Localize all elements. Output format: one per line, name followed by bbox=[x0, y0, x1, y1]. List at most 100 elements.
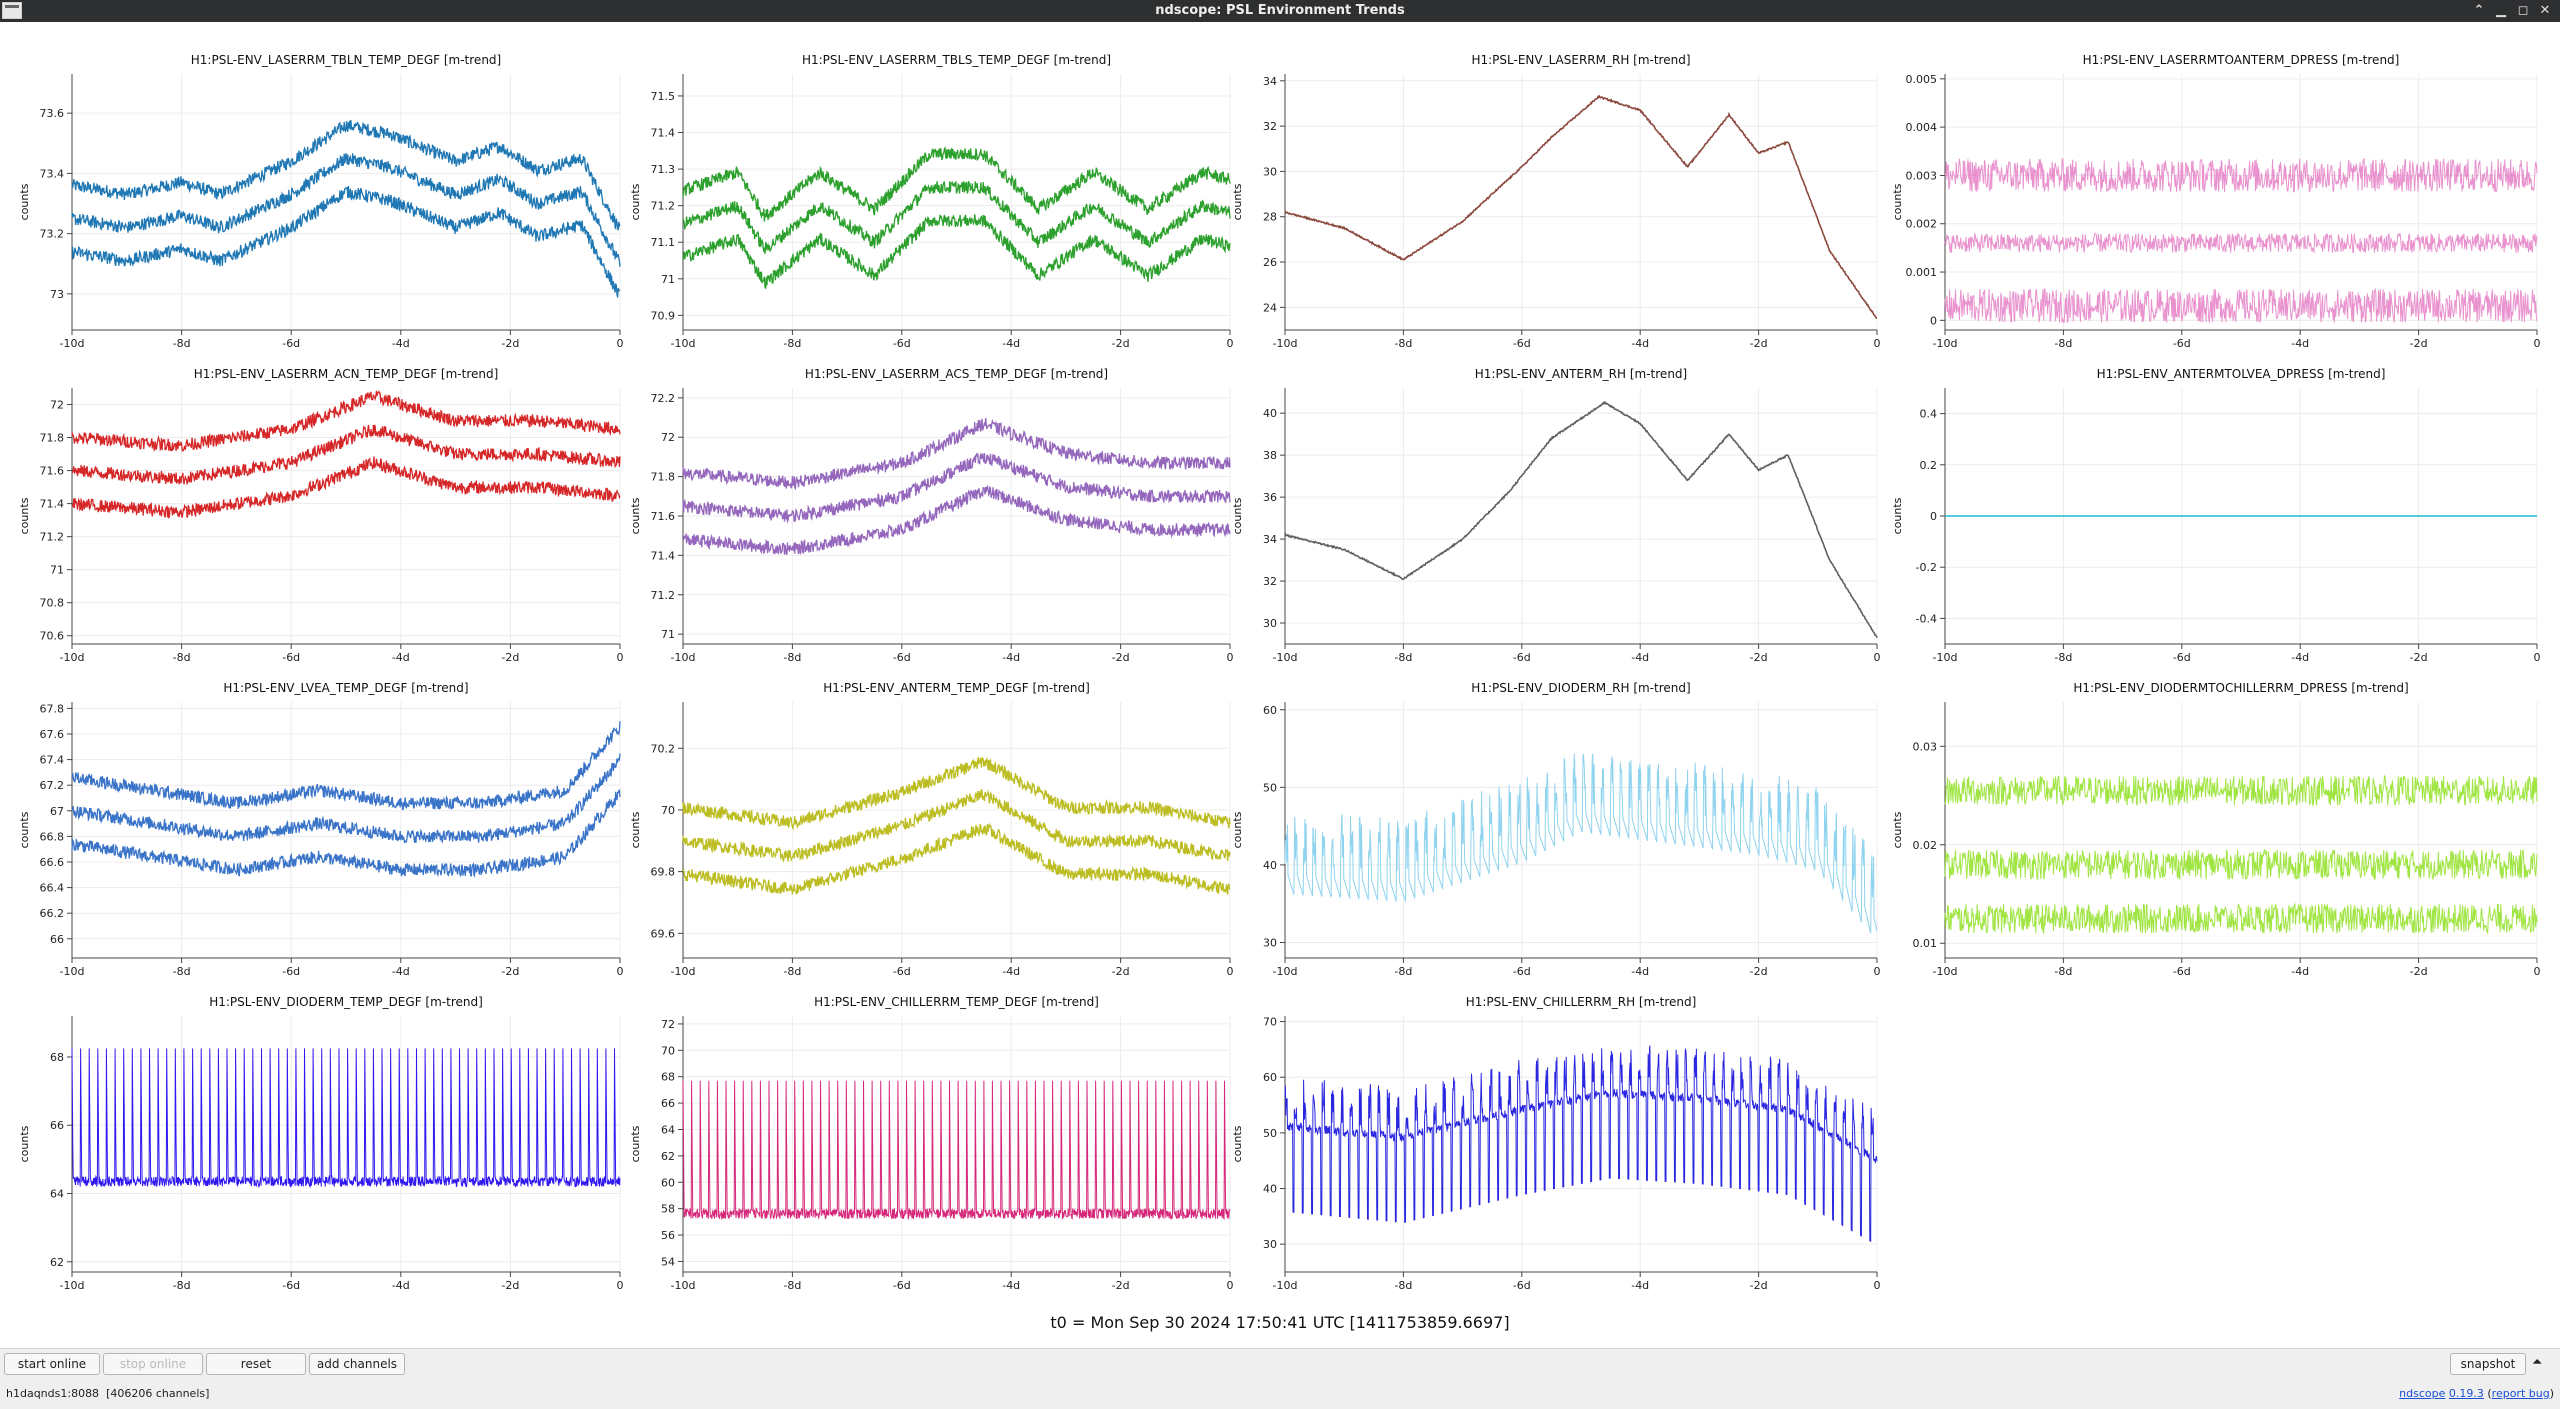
trend-line bbox=[1944, 157, 2538, 193]
data-series bbox=[1284, 753, 1878, 934]
plot-grid[interactable]: H1:PSL-ENV_LASERRM_TBLN_TEMP_DEGF [m-tre… bbox=[0, 22, 2560, 1322]
close-icon[interactable]: ✕ bbox=[2539, 3, 2551, 18]
x-tick-label: -10d bbox=[1933, 965, 1958, 978]
y-axis-label: counts bbox=[18, 1125, 31, 1162]
y-tick-label: 70.9 bbox=[651, 309, 676, 322]
x-tick-label: 0 bbox=[2534, 651, 2541, 664]
y-tick-label: 71.4 bbox=[40, 498, 65, 511]
y-tick-label: 32 bbox=[1263, 120, 1277, 133]
x-tick-label: -4d bbox=[1631, 965, 1649, 978]
y-tick-label: 60 bbox=[1263, 704, 1277, 717]
y-tick-label: 24 bbox=[1263, 301, 1277, 314]
plot-panel[interactable]: H1:PSL-ENV_DIODERM_TEMP_DEGF [m-trend] co… bbox=[18, 995, 624, 1292]
y-tick-label: 0.01 bbox=[1913, 937, 1938, 950]
x-tick-label: -2d bbox=[1750, 651, 1768, 664]
y-tick-label: 69.6 bbox=[651, 927, 676, 940]
plot-panel[interactable]: H1:PSL-ENV_ANTERM_RH [m-trend] counts 30 32… bbox=[1231, 367, 1881, 664]
trend-line bbox=[1944, 287, 2538, 324]
y-tick-label: 72 bbox=[661, 1018, 675, 1031]
y-tick-label: 26 bbox=[1263, 256, 1277, 269]
y-tick-label: 73 bbox=[50, 288, 64, 301]
data-series bbox=[71, 1048, 621, 1189]
plot-panel[interactable]: H1:PSL-ENV_LASERRMTOANTERM_DPRESS [m-tre… bbox=[1891, 53, 2541, 350]
y-tick-label: 40 bbox=[1263, 859, 1277, 872]
y-tick-label: 71.1 bbox=[651, 236, 676, 249]
y-tick-label: 50 bbox=[1263, 781, 1277, 794]
x-tick-label: 0 bbox=[1874, 1279, 1881, 1292]
plot-panel[interactable]: H1:PSL-ENV_DIODERMTOCHILLERRM_DPRESS [m-… bbox=[1891, 681, 2541, 978]
x-tick-label: -8d bbox=[2054, 965, 2072, 978]
y-tick-label: 58 bbox=[661, 1203, 675, 1216]
x-tick-label: -6d bbox=[282, 965, 300, 978]
x-tick-label: -6d bbox=[1513, 651, 1531, 664]
data-series bbox=[71, 390, 621, 519]
y-axis-label: counts bbox=[629, 1125, 642, 1162]
plot-panel[interactable]: H1:PSL-ENV_ANTERMTOLVEA_DPRESS [m-trend]… bbox=[1891, 367, 2541, 664]
x-tick-label: -10d bbox=[60, 651, 85, 664]
y-tick-label: 71.2 bbox=[40, 531, 65, 544]
trend-line bbox=[71, 789, 621, 878]
y-tick-label: 68 bbox=[661, 1071, 675, 1084]
x-tick-label: -8d bbox=[783, 1279, 801, 1292]
version-link[interactable]: 0.19.3 bbox=[2448, 1387, 2484, 1400]
plot-panel[interactable]: H1:PSL-ENV_LASERRM_TBLN_TEMP_DEGF [m-tre… bbox=[18, 53, 624, 350]
y-tick-label: 30 bbox=[1263, 936, 1277, 949]
plot-panel[interactable]: H1:PSL-ENV_LASERRM_ACN_TEMP_DEGF [m-tren… bbox=[18, 367, 624, 664]
plot-panel[interactable]: H1:PSL-ENV_DIODERM_RH [m-trend] counts 30 4… bbox=[1231, 681, 1881, 978]
data-series bbox=[1944, 774, 2538, 935]
y-tick-label: 70 bbox=[1263, 1016, 1277, 1029]
minimize-icon[interactable]: ▁ bbox=[2496, 3, 2506, 18]
x-tick-label: -4d bbox=[1631, 651, 1649, 664]
x-tick-label: 0 bbox=[1227, 1279, 1234, 1292]
x-tick-label: -4d bbox=[392, 965, 410, 978]
maximize-icon[interactable]: ◻ bbox=[2517, 3, 2529, 18]
y-tick-label: 30 bbox=[1263, 165, 1277, 178]
plot-panel[interactable]: H1:PSL-ENV_LASERRM_TBLS_TEMP_DEGF [m-tre… bbox=[629, 53, 1234, 350]
x-tick-label: -6d bbox=[2173, 337, 2191, 350]
chevron-up-icon[interactable]: ⏶ bbox=[2532, 1355, 2543, 1370]
x-tick-label: -8d bbox=[173, 337, 191, 350]
data-series bbox=[682, 756, 1231, 895]
y-tick-label: 73.2 bbox=[40, 228, 65, 241]
window-titlebar: ndscope: PSL Environment Trends ⌃ ▁ ◻ ✕ bbox=[0, 0, 2560, 22]
chevron-up-icon[interactable]: ⌃ bbox=[2473, 3, 2485, 18]
start-online-button[interactable]: start online bbox=[4, 1353, 100, 1375]
reset-button[interactable]: reset bbox=[206, 1353, 306, 1375]
plot-title: H1:PSL-ENV_LASERRM_RH [m-trend] bbox=[1471, 53, 1690, 67]
window-title: ndscope: PSL Environment Trends bbox=[1155, 3, 1405, 18]
plot-panel[interactable]: H1:PSL-ENV_LASERRM_RH [m-trend] counts 24 2… bbox=[1231, 53, 1881, 350]
plot-panel[interactable]: H1:PSL-ENV_CHILLERRM_TEMP_DEGF [m-trend]… bbox=[629, 995, 1234, 1292]
report-bug-link[interactable]: report bug bbox=[2491, 1387, 2550, 1400]
y-tick-label: 64 bbox=[661, 1123, 675, 1136]
plot-panel[interactable]: H1:PSL-ENV_LASERRM_ACS_TEMP_DEGF [m-tren… bbox=[629, 367, 1234, 664]
y-tick-label: 0.003 bbox=[1906, 169, 1938, 182]
trend-line bbox=[71, 120, 621, 231]
app-link[interactable]: ndscope bbox=[2399, 1387, 2446, 1400]
plot-panel[interactable]: H1:PSL-ENV_ANTERM_TEMP_DEGF [m-trend] cou… bbox=[629, 681, 1234, 978]
y-tick-label: 70.2 bbox=[651, 742, 676, 755]
y-tick-label: 72.2 bbox=[651, 392, 676, 405]
x-tick-label: -10d bbox=[671, 337, 696, 350]
y-tick-label: 66.8 bbox=[40, 830, 65, 843]
x-tick-label: 0 bbox=[1227, 965, 1234, 978]
x-tick-label: 0 bbox=[2534, 337, 2541, 350]
add-channels-button[interactable]: add channels bbox=[309, 1353, 405, 1375]
y-tick-label: 62 bbox=[661, 1150, 675, 1163]
y-tick-label: 54 bbox=[661, 1255, 675, 1268]
y-axis-label: counts bbox=[18, 497, 31, 534]
plot-panel[interactable]: H1:PSL-ENV_CHILLERRM_RH [m-trend] counts 3… bbox=[1231, 995, 1881, 1292]
x-tick-label: -4d bbox=[1631, 337, 1649, 350]
data-series bbox=[71, 721, 621, 878]
app-menu-icon[interactable] bbox=[2, 2, 22, 19]
x-tick-label: -6d bbox=[893, 337, 911, 350]
plot-panel[interactable]: H1:PSL-ENV_LVEA_TEMP_DEGF [m-trend] count… bbox=[18, 681, 624, 978]
trend-line bbox=[1284, 400, 1878, 639]
snapshot-button[interactable]: snapshot bbox=[2450, 1353, 2526, 1375]
x-tick-label: -10d bbox=[1273, 651, 1298, 664]
y-tick-label: 67.8 bbox=[40, 702, 65, 715]
status-text: h1daqnds1:8088 [406206 channels] bbox=[6, 1387, 209, 1400]
data-series bbox=[682, 1080, 1231, 1221]
x-tick-label: -6d bbox=[1513, 1279, 1531, 1292]
trend-line bbox=[682, 417, 1231, 491]
x-tick-label: -10d bbox=[1273, 965, 1298, 978]
